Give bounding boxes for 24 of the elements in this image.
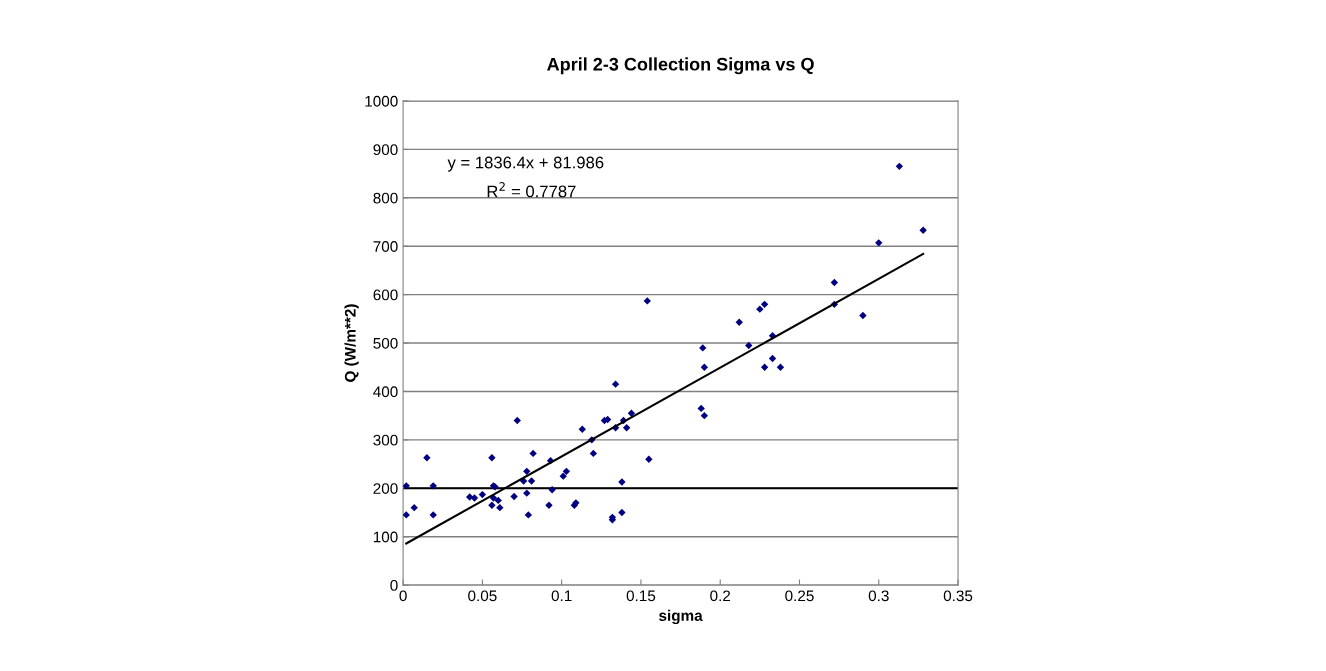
x-tick-label: 0.1 [551, 590, 572, 602]
x-tick-label: 0.35 [943, 590, 973, 602]
y-tick-label: 600 [373, 289, 398, 301]
x-tick-label: 0.25 [785, 590, 814, 602]
y-tick-label: 500 [373, 337, 398, 349]
x-tick-label: 0.15 [626, 590, 656, 602]
y-tick-label: 100 [373, 531, 398, 543]
y-tick-label: 300 [373, 434, 398, 446]
y-tick-label: 200 [373, 483, 398, 494]
x-tick-label: 0.2 [710, 590, 731, 602]
x-tick-label: 0 [399, 590, 407, 602]
y-tick-label: 800 [373, 192, 398, 204]
y-tick-label: 900 [373, 144, 398, 156]
y-tick-label: 400 [373, 386, 398, 398]
x-tick-label: 0.3 [868, 590, 889, 602]
chart-title: April 2-3 Collection Sigma vs Q [547, 57, 814, 75]
x-axis-title: sigma [659, 609, 703, 625]
annotation: R$^{2}$ = 0.7787 [487, 182, 576, 198]
x-tick-label: 0.05 [468, 590, 497, 602]
y-tick-label: 1000 [365, 95, 398, 107]
y-tick-label: 0 [390, 579, 398, 591]
y-tick-label: 700 [373, 241, 398, 252]
annotation: y = 1836.4x + 81.986 [447, 156, 604, 172]
y-axis-title: Q (W/m**2) [344, 304, 359, 382]
